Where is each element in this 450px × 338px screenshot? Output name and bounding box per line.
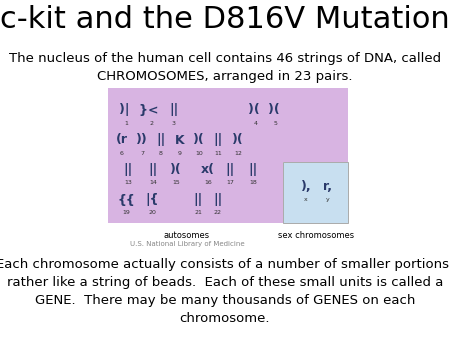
Text: ),: ), — [301, 180, 311, 193]
Text: 12: 12 — [234, 151, 242, 156]
Text: K: K — [175, 134, 185, 146]
Text: autosomes: autosomes — [164, 231, 210, 240]
Text: 3: 3 — [172, 121, 176, 126]
Text: c-kit and the D816V Mutation: c-kit and the D816V Mutation — [0, 5, 450, 34]
Text: ||: || — [169, 103, 179, 117]
Text: )(: )( — [248, 103, 264, 117]
Text: U.S. National Library of Medicine: U.S. National Library of Medicine — [130, 241, 244, 247]
Text: 21: 21 — [194, 210, 202, 215]
Text: x: x — [304, 197, 308, 201]
Text: }<: }< — [139, 103, 163, 117]
Text: ||: || — [248, 164, 257, 176]
Text: ||: || — [213, 193, 223, 207]
Text: ||: || — [148, 164, 157, 176]
Text: Each chromosome actually consists of a number of smaller portions,
rather like a: Each chromosome actually consists of a n… — [0, 258, 450, 325]
Text: ||: || — [194, 193, 202, 207]
Text: )(: )( — [193, 134, 205, 146]
Text: 15: 15 — [172, 180, 180, 185]
Text: |{: |{ — [145, 193, 159, 207]
Text: )|: )| — [118, 103, 134, 117]
Text: sex chromosomes: sex chromosomes — [278, 231, 354, 240]
Text: 11: 11 — [214, 151, 222, 156]
Text: 5: 5 — [274, 121, 278, 126]
Text: )(: )( — [232, 134, 244, 146]
Text: ||: || — [225, 164, 234, 176]
Text: 10: 10 — [195, 151, 203, 156]
Text: y: y — [326, 197, 330, 201]
Text: (r: (r — [116, 134, 128, 146]
Text: ||: || — [213, 134, 223, 146]
Text: {{: {{ — [117, 193, 135, 207]
Text: 4: 4 — [254, 121, 258, 126]
Text: 19: 19 — [122, 210, 130, 215]
Text: r,: r, — [324, 180, 333, 193]
Text: 20: 20 — [148, 210, 156, 215]
Text: x(: x( — [201, 164, 215, 176]
Text: ||: || — [157, 134, 166, 146]
Text: 18: 18 — [249, 180, 257, 185]
Text: 2: 2 — [149, 121, 153, 126]
Text: 6: 6 — [120, 151, 124, 156]
Text: 17: 17 — [226, 180, 234, 185]
Text: ||: || — [123, 164, 133, 176]
Text: 7: 7 — [140, 151, 144, 156]
Text: 22: 22 — [214, 210, 222, 215]
Text: )(: )( — [268, 103, 284, 117]
Text: )(: )( — [170, 164, 182, 176]
Text: 9: 9 — [178, 151, 182, 156]
Text: 16: 16 — [204, 180, 212, 185]
Bar — [283, 88, 348, 162]
Bar — [108, 88, 283, 223]
Text: 14: 14 — [149, 180, 157, 185]
Text: 1: 1 — [124, 121, 128, 126]
Bar — [283, 162, 348, 223]
Text: The nucleus of the human cell contains 46 strings of DNA, called
CHROMOSOMES, ar: The nucleus of the human cell contains 4… — [9, 52, 441, 83]
Text: 8: 8 — [159, 151, 163, 156]
Text: )): )) — [136, 134, 148, 146]
Text: 13: 13 — [124, 180, 132, 185]
